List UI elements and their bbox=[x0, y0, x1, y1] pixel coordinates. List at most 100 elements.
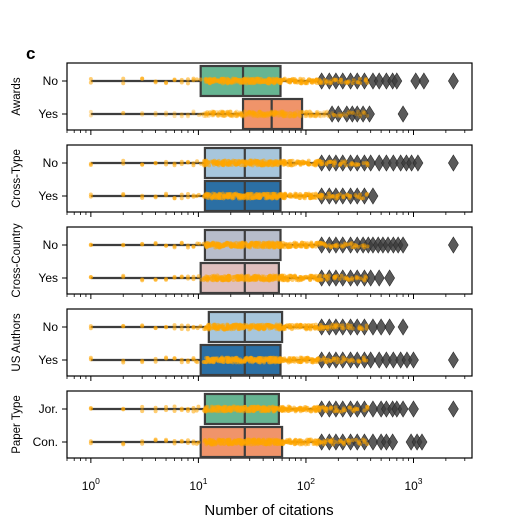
data-point bbox=[222, 327, 227, 332]
data-point bbox=[237, 112, 242, 117]
data-point bbox=[325, 438, 330, 443]
data-point bbox=[300, 193, 305, 198]
outlier-marker bbox=[397, 400, 409, 418]
data-point bbox=[164, 80, 169, 85]
data-point bbox=[238, 79, 243, 84]
data-point bbox=[267, 111, 272, 116]
data-point bbox=[203, 243, 208, 248]
data-point bbox=[297, 112, 302, 117]
data-point bbox=[258, 277, 263, 282]
outlier-marker bbox=[332, 105, 344, 123]
x-tick-label: 101 bbox=[189, 476, 207, 493]
data-point bbox=[354, 194, 359, 199]
data-point bbox=[88, 275, 93, 280]
data-point bbox=[121, 243, 126, 248]
data-point bbox=[205, 112, 210, 117]
data-point bbox=[217, 324, 222, 329]
data-point bbox=[318, 277, 323, 282]
outlier-marker bbox=[384, 318, 395, 336]
data-point bbox=[227, 162, 232, 167]
data-point bbox=[310, 113, 315, 118]
data-point bbox=[306, 356, 311, 361]
data-point bbox=[206, 113, 211, 118]
data-point bbox=[217, 110, 222, 115]
data-point bbox=[220, 160, 225, 165]
data-point bbox=[283, 114, 288, 119]
data-point bbox=[185, 441, 190, 446]
data-point bbox=[202, 359, 207, 364]
data-point bbox=[185, 77, 190, 82]
data-point bbox=[273, 359, 278, 364]
data-point bbox=[140, 409, 145, 414]
data-point bbox=[216, 158, 221, 163]
data-point bbox=[264, 113, 269, 118]
data-point bbox=[341, 160, 346, 165]
data-point bbox=[260, 112, 265, 117]
data-point bbox=[250, 356, 255, 361]
data-point bbox=[226, 112, 231, 117]
data-point bbox=[358, 112, 363, 117]
data-point bbox=[244, 111, 249, 116]
data-point bbox=[88, 192, 93, 197]
data-point bbox=[88, 113, 93, 118]
data-point bbox=[230, 113, 235, 118]
data-point bbox=[217, 438, 222, 443]
data-point bbox=[205, 408, 210, 413]
data-point bbox=[267, 112, 272, 117]
data-point bbox=[274, 111, 279, 116]
data-point bbox=[257, 109, 262, 114]
data-point bbox=[240, 113, 245, 118]
data-point bbox=[251, 112, 256, 117]
data-point bbox=[280, 111, 285, 116]
data-point bbox=[164, 110, 169, 115]
data-point bbox=[333, 440, 338, 445]
data-point bbox=[266, 113, 271, 118]
data-point bbox=[258, 109, 263, 114]
data-point bbox=[337, 276, 342, 281]
data-point bbox=[245, 111, 250, 116]
data-point bbox=[335, 273, 340, 278]
data-point bbox=[267, 112, 272, 117]
data-point bbox=[194, 194, 199, 199]
data-point bbox=[252, 407, 257, 412]
data-point bbox=[274, 195, 279, 200]
data-point bbox=[172, 356, 177, 361]
data-point bbox=[362, 408, 367, 413]
data-point bbox=[247, 440, 252, 445]
data-point bbox=[179, 196, 184, 201]
data-point bbox=[204, 193, 209, 198]
data-point bbox=[239, 323, 244, 328]
data-point bbox=[280, 109, 285, 114]
outlier-marker bbox=[375, 318, 387, 336]
data-point bbox=[272, 110, 277, 115]
data-point bbox=[344, 163, 349, 168]
data-point bbox=[218, 109, 223, 114]
data-point bbox=[272, 274, 277, 279]
data-point bbox=[293, 114, 298, 119]
data-point bbox=[233, 111, 238, 116]
data-point bbox=[292, 111, 297, 116]
data-point bbox=[318, 357, 323, 362]
data-point bbox=[228, 113, 233, 118]
data-point bbox=[256, 193, 261, 198]
data-point bbox=[88, 163, 93, 168]
data-point bbox=[269, 195, 274, 200]
data-point bbox=[196, 404, 201, 409]
data-point bbox=[288, 273, 293, 278]
data-point bbox=[164, 408, 169, 413]
data-point bbox=[313, 113, 318, 118]
data-point bbox=[261, 111, 266, 116]
data-point bbox=[365, 191, 370, 196]
data-point bbox=[314, 113, 319, 118]
data-point bbox=[140, 358, 145, 363]
data-point bbox=[230, 114, 235, 119]
data-point bbox=[303, 112, 308, 117]
data-point bbox=[251, 110, 256, 115]
data-point bbox=[197, 241, 202, 246]
data-point bbox=[310, 407, 315, 412]
data-point bbox=[250, 111, 255, 116]
data-point bbox=[330, 111, 335, 116]
data-point bbox=[300, 355, 305, 360]
category-label: Con. bbox=[33, 435, 58, 449]
data-point bbox=[226, 278, 231, 283]
